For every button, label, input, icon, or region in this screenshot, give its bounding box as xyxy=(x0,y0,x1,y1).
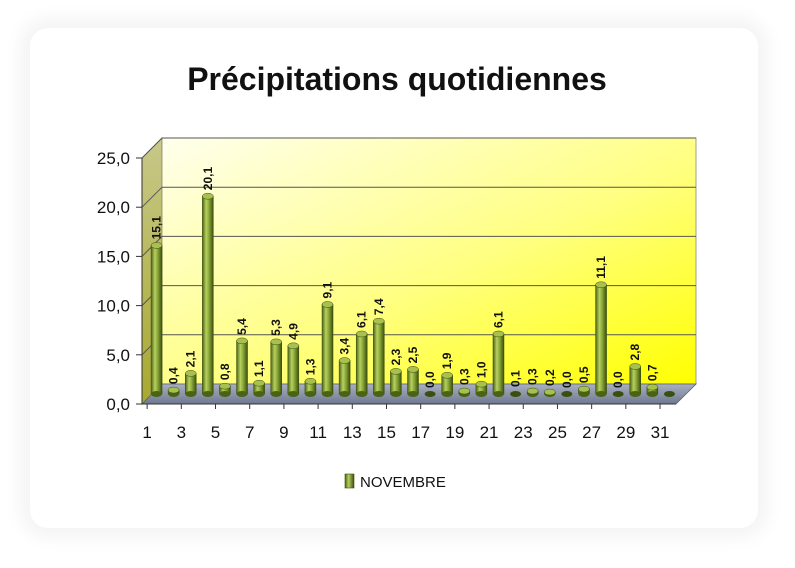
back-wall xyxy=(161,137,697,385)
x-tick-label: 21 xyxy=(480,423,499,442)
data-label: 15,1 xyxy=(150,216,164,240)
bar xyxy=(595,281,607,397)
bar xyxy=(287,342,300,397)
y-axis-ticks: 0,0 5,0 10,0 15,0 20,0 25,0 xyxy=(97,149,143,414)
x-tick-label: 1 xyxy=(142,423,151,442)
data-label: 0,4 xyxy=(167,367,181,384)
data-label: 1,0 xyxy=(474,361,488,378)
bar xyxy=(510,391,522,397)
bar xyxy=(355,330,368,397)
x-tick-label: 5 xyxy=(211,423,220,442)
data-label: 2,5 xyxy=(406,346,420,363)
bar xyxy=(219,382,231,397)
x-tick-label: 19 xyxy=(445,423,464,442)
data-label: 0,0 xyxy=(611,371,625,388)
data-label: 3,4 xyxy=(338,338,352,355)
x-tick-label: 23 xyxy=(514,423,533,442)
data-label: 5,3 xyxy=(269,319,283,336)
legend-label: NOVEMBRE xyxy=(360,474,446,491)
x-tick-label: 9 xyxy=(279,423,288,442)
data-label: 1,9 xyxy=(440,352,454,369)
y-tick-label: 10,0 xyxy=(97,297,130,316)
data-label: 11,1 xyxy=(594,256,608,279)
data-label: 0,8 xyxy=(218,363,232,380)
x-tick-label: 17 xyxy=(411,423,430,442)
data-label: 2,1 xyxy=(184,350,198,367)
bar xyxy=(561,391,573,397)
bar xyxy=(202,192,214,397)
y-tick-label: 20,0 xyxy=(97,198,130,217)
bar xyxy=(373,317,385,397)
gridline xyxy=(141,186,696,208)
bar xyxy=(475,380,488,397)
bar xyxy=(338,357,351,397)
bar xyxy=(304,377,317,397)
data-label: 5,4 xyxy=(235,318,249,335)
bar xyxy=(184,370,197,397)
bar xyxy=(236,337,248,397)
x-tick-label: 3 xyxy=(177,423,186,442)
bar xyxy=(544,388,556,397)
x-tick-label: 25 xyxy=(548,423,567,442)
data-label: 0,7 xyxy=(645,364,659,381)
data-label: 9,1 xyxy=(321,281,335,298)
data-label: 20,1 xyxy=(201,167,215,191)
y-tick-label: 15,0 xyxy=(97,247,130,266)
bars xyxy=(150,192,675,397)
bar xyxy=(390,368,402,397)
data-label: 0,3 xyxy=(526,368,540,385)
data-label: 0,0 xyxy=(423,371,437,388)
x-axis-ticks: 1 3 5 7 9 11 13 15 17 19 21 23 25 27 29 31 xyxy=(142,403,676,442)
bar xyxy=(492,330,505,397)
y-tick-label: 25,0 xyxy=(97,149,130,168)
bar xyxy=(270,338,282,397)
data-label: 7,4 xyxy=(372,298,386,315)
gridline xyxy=(141,137,696,159)
data-label: 1,1 xyxy=(252,360,266,377)
data-label: 0,3 xyxy=(457,368,471,385)
legend: NOVEMBRE xyxy=(344,473,446,491)
x-tick-label: 13 xyxy=(343,423,362,442)
chart-title: Précipitations quotidiennes xyxy=(187,61,607,97)
bar xyxy=(253,379,265,397)
bar xyxy=(458,387,471,397)
data-label: 0,5 xyxy=(577,366,591,383)
data-labels: 15,10,42,120,10,85,41,15,3 4,91,39,13,46,… xyxy=(150,167,660,388)
data-label: 0,2 xyxy=(543,369,557,386)
x-tick-label: 27 xyxy=(582,423,601,442)
y-tick-label: 0,0 xyxy=(106,395,130,414)
x-tick-label: 15 xyxy=(377,423,396,442)
bar xyxy=(629,363,642,397)
data-label: 0,0 xyxy=(560,371,574,388)
gridline xyxy=(141,235,696,257)
y-tick-label: 5,0 xyxy=(106,346,130,365)
bar xyxy=(167,386,180,397)
data-label: 4,9 xyxy=(286,323,300,340)
data-label: 0,1 xyxy=(509,370,523,387)
bar xyxy=(407,366,419,397)
bar xyxy=(526,387,539,397)
data-label: 6,1 xyxy=(355,311,369,328)
x-tick-label: 29 xyxy=(616,423,635,442)
bar xyxy=(646,383,659,397)
bar xyxy=(150,242,163,397)
data-label: 6,1 xyxy=(491,311,505,328)
x-tick-label: 7 xyxy=(245,423,254,442)
bar xyxy=(663,391,675,397)
legend-swatch xyxy=(344,473,355,489)
data-label: 1,3 xyxy=(303,358,317,375)
x-tick-label: 31 xyxy=(651,423,670,442)
bar xyxy=(424,391,436,397)
data-label: 2,8 xyxy=(628,343,642,360)
bar xyxy=(578,385,590,397)
bar xyxy=(441,372,453,397)
x-tick-label: 11 xyxy=(309,423,327,442)
bar xyxy=(321,301,334,397)
bar xyxy=(612,391,624,397)
data-label: 2,3 xyxy=(389,348,403,365)
